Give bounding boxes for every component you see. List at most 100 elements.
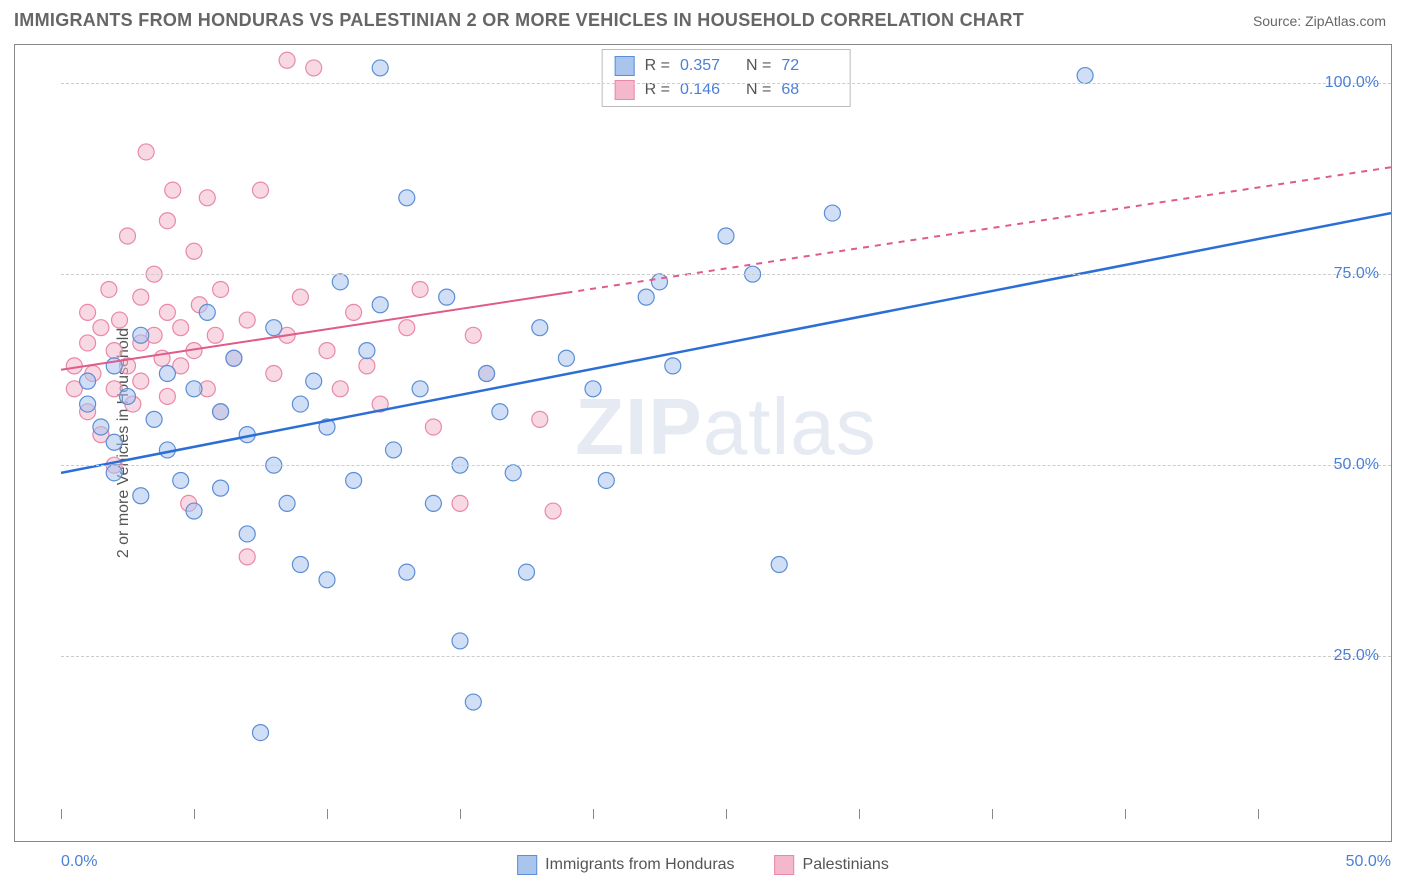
correlation-legend: R = 0.357 N = 72 R = 0.146 N = 68 <box>602 49 851 107</box>
data-point <box>665 358 681 374</box>
data-point <box>112 312 128 328</box>
chart-title: IMMIGRANTS FROM HONDURAS VS PALESTINIAN … <box>14 10 1024 31</box>
x-tick <box>327 809 328 819</box>
x-tick <box>859 809 860 819</box>
data-point <box>80 373 96 389</box>
data-point <box>133 289 149 305</box>
data-point <box>213 404 229 420</box>
data-point <box>159 366 175 382</box>
data-point <box>213 281 229 297</box>
x-tick <box>61 809 62 819</box>
legend-swatch-blue <box>615 56 635 76</box>
data-point <box>545 503 561 519</box>
data-point <box>253 182 269 198</box>
source-label: Source: ZipAtlas.com <box>1253 13 1386 29</box>
data-point <box>399 190 415 206</box>
data-point <box>479 366 495 382</box>
x-tick <box>1258 809 1259 819</box>
y-tick-label: 50.0% <box>1334 456 1379 474</box>
data-point <box>253 725 269 741</box>
data-point <box>771 557 787 573</box>
data-point <box>532 320 548 336</box>
data-point <box>173 472 189 488</box>
data-point <box>824 205 840 221</box>
legend-swatch-1 <box>775 855 795 875</box>
x-tick-label-max: 50.0% <box>1346 853 1391 871</box>
data-point <box>452 633 468 649</box>
data-point <box>159 213 175 229</box>
data-point <box>505 465 521 481</box>
data-point <box>519 564 535 580</box>
data-point <box>279 52 295 68</box>
data-point <box>412 281 428 297</box>
data-point <box>226 350 242 366</box>
data-point <box>652 274 668 290</box>
legend-label-0: Immigrants from Honduras <box>545 856 734 874</box>
x-tick <box>593 809 594 819</box>
data-point <box>598 472 614 488</box>
data-point <box>266 366 282 382</box>
data-point <box>239 526 255 542</box>
data-point <box>638 289 654 305</box>
chart-frame: 2 or more Vehicles in Household ZIPatlas… <box>14 44 1392 842</box>
data-point <box>372 60 388 76</box>
data-point <box>133 373 149 389</box>
data-point <box>207 327 223 343</box>
data-point <box>186 381 202 397</box>
data-point <box>159 304 175 320</box>
data-point <box>585 381 601 397</box>
data-point <box>239 549 255 565</box>
data-point <box>465 694 481 710</box>
data-point <box>186 243 202 259</box>
data-point <box>346 472 362 488</box>
data-point <box>138 144 154 160</box>
data-point <box>425 495 441 511</box>
x-tick-label-min: 0.0% <box>61 853 97 871</box>
data-point <box>213 480 229 496</box>
legend-row-series-0: R = 0.357 N = 72 <box>615 54 838 78</box>
data-point <box>319 343 335 359</box>
data-point <box>266 320 282 336</box>
data-point <box>359 343 375 359</box>
data-point <box>1077 68 1093 84</box>
data-point <box>346 304 362 320</box>
data-point <box>425 419 441 435</box>
data-point <box>199 304 215 320</box>
data-point <box>306 60 322 76</box>
data-point <box>439 289 455 305</box>
data-point <box>386 442 402 458</box>
data-point <box>146 411 162 427</box>
data-point <box>120 228 136 244</box>
data-point <box>120 388 136 404</box>
x-tick <box>194 809 195 819</box>
plot-area: ZIPatlas R = 0.357 N = 72 R = 0.146 N = … <box>61 45 1391 809</box>
gridline-h <box>61 465 1391 466</box>
data-point <box>101 281 117 297</box>
data-point <box>359 358 375 374</box>
y-tick-label: 25.0% <box>1334 647 1379 665</box>
y-tick-label: 75.0% <box>1334 265 1379 283</box>
data-point <box>532 411 548 427</box>
x-tick <box>992 809 993 819</box>
data-point <box>558 350 574 366</box>
legend-item-1: Palestinians <box>775 855 889 875</box>
data-point <box>106 343 122 359</box>
legend-r-label-0: R = <box>645 57 670 75</box>
data-point <box>93 419 109 435</box>
data-point <box>239 312 255 328</box>
data-point <box>80 304 96 320</box>
data-point <box>292 396 308 412</box>
data-point <box>80 335 96 351</box>
data-point <box>106 465 122 481</box>
x-tick <box>726 809 727 819</box>
gridline-h <box>61 656 1391 657</box>
data-point <box>452 495 468 511</box>
data-point <box>133 327 149 343</box>
data-point <box>173 320 189 336</box>
gridline-h <box>61 274 1391 275</box>
data-point <box>165 182 181 198</box>
series-legend: Immigrants from Honduras Palestinians <box>517 855 889 875</box>
data-point <box>306 373 322 389</box>
data-point <box>332 381 348 397</box>
x-tick <box>460 809 461 819</box>
